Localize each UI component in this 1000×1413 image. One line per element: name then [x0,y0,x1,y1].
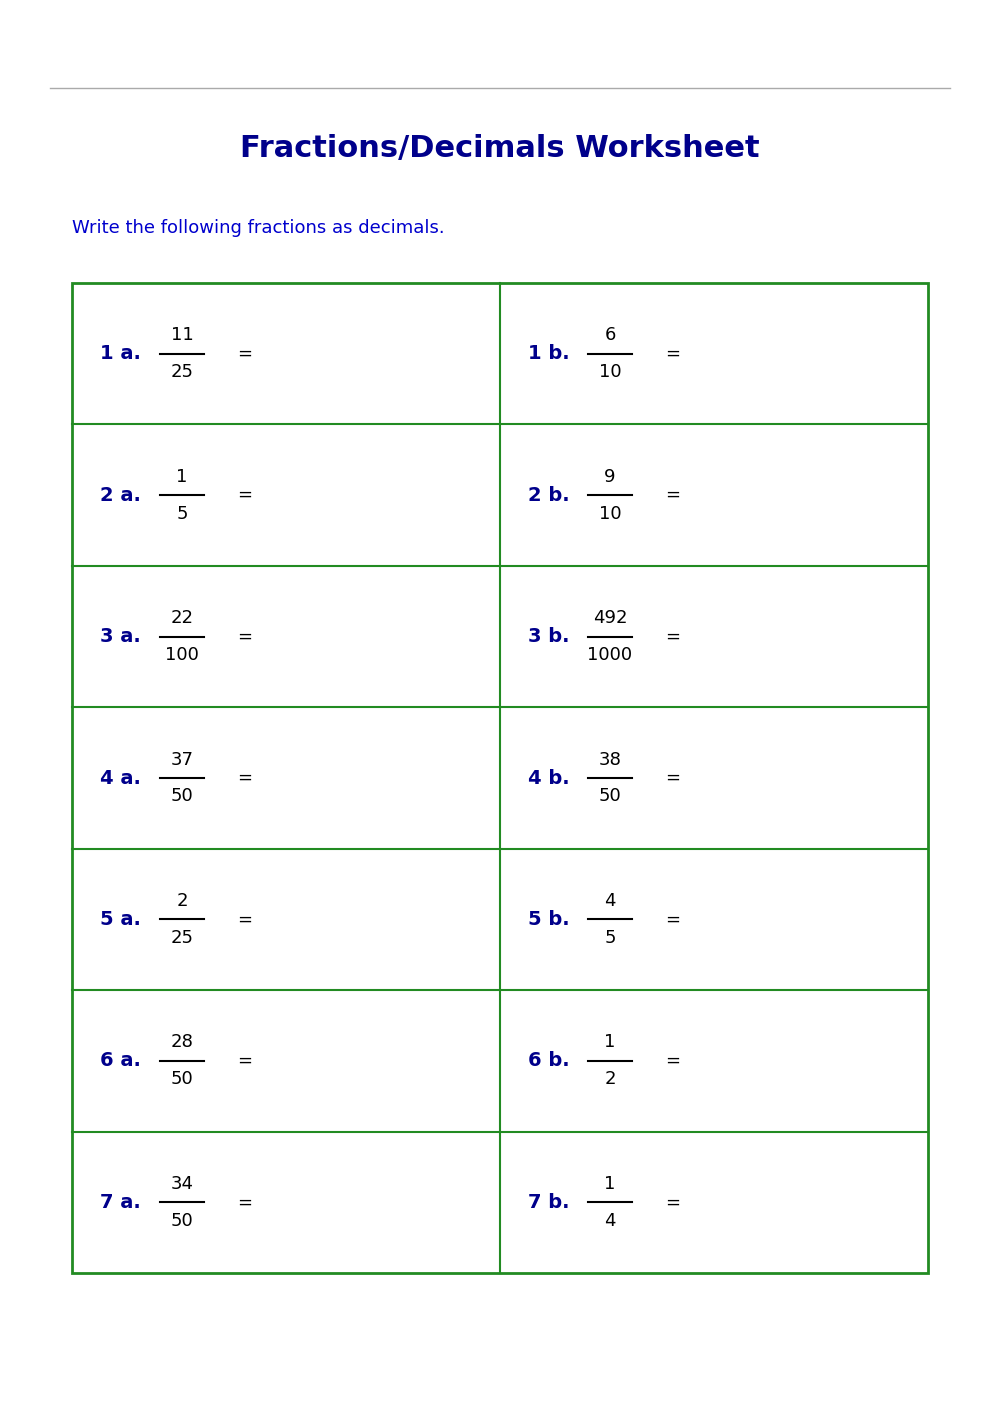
Text: =: = [237,1194,252,1211]
Text: 1000: 1000 [587,646,633,664]
Text: =: = [237,345,252,363]
Text: 10: 10 [599,363,621,382]
Text: 5: 5 [176,504,188,523]
Text: =: = [665,1051,680,1070]
Text: 6 a.: 6 a. [100,1051,141,1071]
Text: 7 b.: 7 b. [528,1193,570,1212]
Text: =: = [665,486,680,504]
Text: 28: 28 [171,1033,193,1051]
Text: 1: 1 [176,468,188,486]
Text: 9: 9 [604,468,616,486]
Text: 10: 10 [599,504,621,523]
Text: =: = [237,1051,252,1070]
Text: =: = [665,345,680,363]
Text: =: = [237,910,252,928]
Text: 1 a.: 1 a. [100,345,141,363]
Text: 25: 25 [170,363,194,382]
Text: 50: 50 [599,787,621,805]
Text: 50: 50 [171,787,193,805]
Text: 6: 6 [604,326,616,345]
Text: 6 b.: 6 b. [528,1051,570,1071]
Text: 4: 4 [604,1212,616,1229]
Text: 37: 37 [170,750,194,769]
Text: =: = [665,769,680,787]
Text: 50: 50 [171,1212,193,1229]
Text: 492: 492 [593,609,627,627]
Text: =: = [665,1194,680,1211]
Text: 2: 2 [176,892,188,910]
Text: 2: 2 [604,1070,616,1088]
Text: 38: 38 [599,750,621,769]
Text: =: = [665,910,680,928]
Text: 5: 5 [604,928,616,947]
Text: =: = [237,486,252,504]
Text: 50: 50 [171,1070,193,1088]
Text: Write the following fractions as decimals.: Write the following fractions as decimal… [72,219,445,237]
Text: 5 a.: 5 a. [100,910,141,928]
Text: =: = [237,627,252,646]
Text: 7 a.: 7 a. [100,1193,141,1212]
Text: =: = [665,627,680,646]
Text: 34: 34 [170,1174,194,1193]
Text: 3 a.: 3 a. [100,627,141,646]
Text: 2 a.: 2 a. [100,486,141,504]
Text: 2 b.: 2 b. [528,486,570,504]
Text: 100: 100 [165,646,199,664]
Text: 25: 25 [170,928,194,947]
Bar [72,283,928,1273]
Text: 4 b.: 4 b. [528,769,570,787]
Text: 1: 1 [604,1174,616,1193]
Text: 5 b.: 5 b. [528,910,570,928]
Text: 4 a.: 4 a. [100,769,141,787]
Text: 22: 22 [170,609,194,627]
Text: 1 b.: 1 b. [528,345,570,363]
Text: 1: 1 [604,1033,616,1051]
Text: 3 b.: 3 b. [528,627,570,646]
Text: Fractions/Decimals Worksheet: Fractions/Decimals Worksheet [240,133,760,162]
Text: =: = [237,769,252,787]
Text: 4: 4 [604,892,616,910]
Text: 11: 11 [171,326,193,345]
